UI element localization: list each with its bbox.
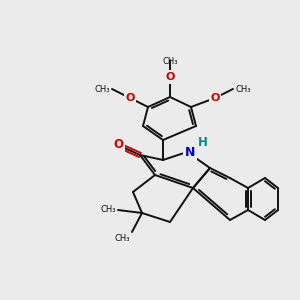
Text: CH₃: CH₃ bbox=[235, 85, 250, 94]
Text: O: O bbox=[113, 139, 123, 152]
Text: O: O bbox=[210, 93, 220, 103]
Text: CH₃: CH₃ bbox=[94, 85, 110, 94]
Text: O: O bbox=[125, 93, 135, 103]
Text: CH₃: CH₃ bbox=[100, 206, 116, 214]
Text: H: H bbox=[198, 136, 208, 149]
Text: CH₃: CH₃ bbox=[115, 234, 130, 243]
Text: N: N bbox=[185, 146, 195, 158]
Text: O: O bbox=[165, 72, 175, 82]
Text: CH₃: CH₃ bbox=[162, 58, 178, 67]
